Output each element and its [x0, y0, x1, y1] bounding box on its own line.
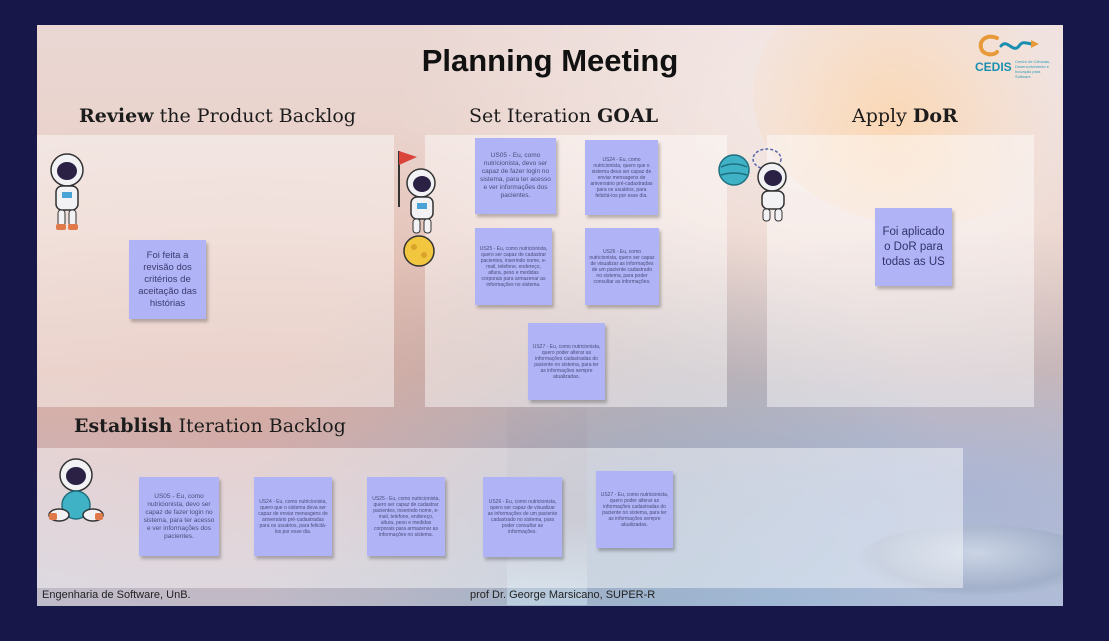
dor-heading-bold: DoR [912, 105, 958, 127]
backlog-sticky-us05: US05 - Eu, como nutricionista, devo ser … [139, 477, 219, 556]
cedis-logo-icon [978, 34, 1039, 57]
footer-right: prof Dr. George Marsicano, SUPER-R [470, 589, 656, 601]
goal-heading-bold: GOAL [597, 105, 659, 127]
page-title: Planning Meeting [421, 43, 679, 78]
dor-heading: Apply DoR [852, 105, 958, 127]
dor-note: Foi aplicado o DoR para todas as US [875, 208, 952, 286]
review-panel [37, 135, 394, 407]
astronaut-sitting-icon [48, 458, 104, 522]
review-note: Foi feita a revisão dos critérios de ace… [129, 240, 206, 319]
astronaut-standing-icon [50, 153, 84, 230]
goal-sticky-us26: US26 - Eu, como nutricionista, quero ser… [585, 228, 659, 305]
goal-sticky-us27: US27 - Eu, como nutricionista, quero pod… [528, 323, 605, 400]
backlog-sticky-us27: US27 - Eu, como nutricionista, quero pod… [596, 471, 673, 548]
establish-heading: Establish Iteration Backlog [74, 415, 346, 437]
establish-heading-rest: Iteration Backlog [172, 415, 346, 437]
backlog-sticky-us25: US25 - Eu, como nutricionista, quero ser… [367, 477, 445, 556]
review-heading: Review the Product Backlog [79, 105, 356, 127]
planning-board: Planning Meeting CEDIS Centro de Ciência… [37, 25, 1063, 606]
backlog-sticky-us05-text: US05 - Eu, como nutricionista, devo ser … [143, 492, 215, 540]
dor-note-text: Foi aplicado o DoR para todas as US [882, 225, 945, 268]
background-ufo [857, 525, 1063, 595]
goal-sticky-us05: US05 - Eu, como nutricionista, devo ser … [475, 138, 556, 214]
astronaut-planet-icon [718, 148, 787, 222]
backlog-sticky-us26-text: US26 - Eu, como nutricionista, quero ser… [487, 499, 558, 535]
backlog-sticky-us26: US26 - Eu, como nutricionista, quero ser… [483, 477, 562, 557]
backlog-sticky-us24: US24 - Eu, como nutricionista, quero que… [254, 477, 332, 556]
logo-subtitle: Centro de Ciências, Desenvolvimento e In… [1015, 59, 1051, 79]
review-heading-rest: the Product Backlog [153, 105, 356, 127]
logo-text: CEDIS [975, 60, 1012, 74]
backlog-sticky-us24-text: US24 - Eu, como nutricionista, quero que… [258, 498, 328, 535]
goal-sticky-us24-text: US24 - Eu, como nutricionista, quero que… [590, 156, 653, 199]
footer-left: Engenharia de Software, UnB. [42, 589, 191, 601]
astronaut-flag-icon [398, 151, 436, 267]
goal-sticky-us25-text: US25 - Eu, como nutricionista, quero ser… [479, 245, 548, 288]
backlog-sticky-us25-text: US25 - Eu, como nutricionista, quero ser… [372, 495, 440, 538]
goal-sticky-us05-text: US05 - Eu, como nutricionista, devo ser … [480, 152, 551, 199]
goal-sticky-us27-text: US27 - Eu, como nutricionista, quero pod… [532, 343, 601, 380]
goal-sticky-us24: US24 - Eu, como nutricionista, quero que… [585, 140, 658, 215]
cedis-logo: CEDIS Centro de Ciências, Desenvolviment… [975, 32, 1055, 79]
goal-heading-pre: Set Iteration [469, 105, 598, 127]
backlog-sticky-us27-text: US27 - Eu, como nutricionista, quero pod… [600, 491, 669, 528]
goal-heading: Set Iteration GOAL [469, 105, 658, 127]
dor-heading-pre: Apply [852, 105, 913, 127]
review-note-text: Foi feita a revisão dos critérios de ace… [138, 249, 197, 309]
goal-sticky-us26-text: US26 - Eu, como nutricionista, quero ser… [589, 248, 655, 285]
establish-heading-bold: Establish [74, 415, 173, 437]
review-heading-bold: Review [79, 105, 154, 127]
goal-sticky-us25: US25 - Eu, como nutricionista, quero ser… [475, 228, 552, 305]
